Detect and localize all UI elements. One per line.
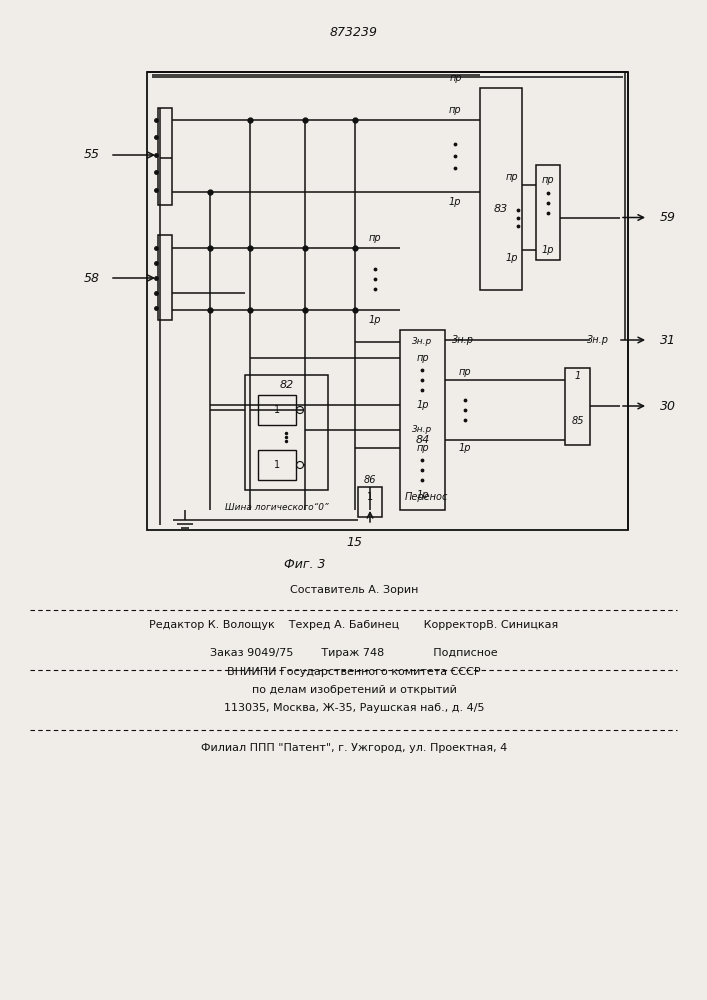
- Text: Филиал ППП "Патент", г. Ужгород, ул. Проектная, 4: Филиал ППП "Патент", г. Ужгород, ул. Про…: [201, 743, 507, 753]
- Text: 30: 30: [660, 399, 676, 412]
- Text: 3н.р: 3н.р: [412, 426, 433, 434]
- Bar: [536, 165, 560, 260]
- Bar: [258, 450, 296, 480]
- Text: 113035, Москва, Ж-35, Раушская наб., д. 4/5: 113035, Москва, Ж-35, Раушская наб., д. …: [223, 703, 484, 713]
- Text: 1р: 1р: [416, 490, 428, 500]
- Text: 31: 31: [660, 334, 676, 347]
- Text: Фиг. 3: Фиг. 3: [284, 558, 326, 572]
- Text: 1: 1: [367, 492, 373, 502]
- Text: 83: 83: [494, 204, 508, 214]
- Text: Шина логического“0”: Шина логического“0”: [225, 504, 329, 512]
- Text: пр: пр: [449, 105, 461, 115]
- Text: 3н.р: 3н.р: [412, 338, 433, 347]
- Text: пр: пр: [459, 367, 472, 377]
- Text: Перенос: Перенос: [405, 492, 448, 502]
- Text: пр: пр: [542, 175, 554, 185]
- Text: по делам изобретений и открытий: по делам изобретений и открытий: [252, 685, 457, 695]
- Text: Редактор К. Волощук    Техред А. Бабинец       КорректорВ. Синицкая: Редактор К. Волощук Техред А. Бабинец Ко…: [149, 620, 559, 630]
- Text: 15: 15: [346, 536, 362, 550]
- Text: ВНИИПИ Государственного комитета СССР: ВНИИПИ Государственного комитета СССР: [227, 667, 481, 677]
- Text: пр: пр: [450, 73, 462, 83]
- Text: 3н.р: 3н.р: [452, 335, 474, 345]
- Bar: [400, 330, 445, 510]
- Text: пр: пр: [416, 353, 429, 363]
- Text: 1р: 1р: [416, 400, 428, 410]
- Bar: [358, 487, 382, 517]
- Text: 82: 82: [279, 380, 293, 390]
- Text: 873239: 873239: [330, 25, 378, 38]
- Bar: [258, 395, 296, 425]
- Bar: [565, 368, 590, 445]
- Text: 1р: 1р: [542, 245, 554, 255]
- Text: пр: пр: [506, 172, 518, 182]
- Bar: [147, 72, 628, 530]
- Text: 59: 59: [660, 211, 676, 224]
- Text: 55: 55: [84, 148, 100, 161]
- Text: 1р: 1р: [506, 253, 518, 263]
- Text: Составитель А. Зорин: Составитель А. Зорин: [290, 585, 418, 595]
- Bar: [480, 88, 522, 290]
- Text: 3н.р: 3н.р: [587, 335, 609, 345]
- Bar: [158, 108, 172, 205]
- Text: 1: 1: [274, 460, 280, 470]
- Text: 1: 1: [274, 405, 280, 415]
- Bar: [245, 375, 328, 490]
- Text: 84: 84: [416, 435, 430, 445]
- Text: пр: пр: [368, 233, 381, 243]
- Text: 1р: 1р: [369, 315, 381, 325]
- Text: 1: 1: [574, 371, 580, 381]
- Bar: [158, 235, 172, 320]
- Text: 85: 85: [571, 416, 584, 426]
- Text: Заказ 9049/75        Тираж 748              Подписное: Заказ 9049/75 Тираж 748 Подписное: [210, 648, 498, 658]
- Text: 1р: 1р: [449, 197, 461, 207]
- Text: 1р: 1р: [459, 443, 472, 453]
- Text: 58: 58: [84, 271, 100, 284]
- Text: 86: 86: [363, 475, 376, 485]
- Text: пр: пр: [416, 443, 429, 453]
